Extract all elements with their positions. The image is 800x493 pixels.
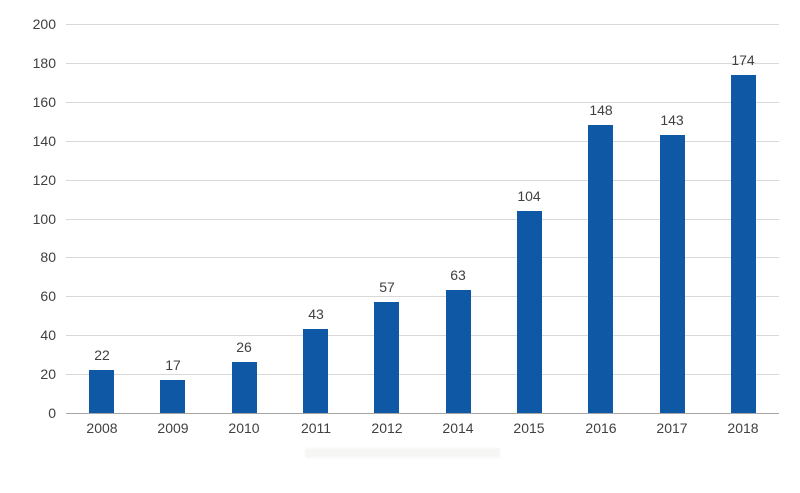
y-axis-tick-label: 20 [40,366,56,382]
x-axis-tick-label: 2011 [300,420,332,436]
y-axis-tick-label: 180 [32,55,56,71]
bar-value-label: 148 [589,102,613,118]
bar-2011 [303,329,328,413]
y-axis-tick-label: 160 [32,94,56,110]
gridline [66,24,779,25]
y-axis-tick-label: 0 [48,405,56,421]
x-axis-tick-label: 2017 [656,420,688,436]
x-axis-tick-label: 2010 [228,420,260,436]
x-axis-tick-label: 2008 [86,420,118,436]
bar-2015 [517,211,542,413]
bar-2009 [160,380,185,413]
x-axis-tick-label: 2015 [513,420,545,436]
y-axis-tick-label: 60 [40,288,56,304]
x-axis-tick-label: 2018 [727,420,759,436]
y-axis-tick-label: 80 [40,249,56,265]
y-axis-tick-label: 200 [32,16,56,32]
bar-2012 [374,302,399,413]
bar-value-label: 22 [94,347,110,363]
faint-watermark [305,448,500,458]
x-axis-tick-label: 2009 [157,420,189,436]
y-axis-tick-label: 120 [32,172,56,188]
bar-2018 [731,75,756,413]
bar-value-label: 63 [450,267,466,283]
bar-2010 [232,362,257,413]
y-axis-tick-label: 140 [32,133,56,149]
y-axis-tick-label: 40 [40,327,56,343]
bar-2016 [588,125,613,413]
bar-value-label: 26 [236,339,252,355]
x-axis-tick-label: 2012 [371,420,403,436]
x-axis-tick-label: 2014 [442,420,474,436]
bar-2008 [89,370,114,413]
bar-value-label: 57 [379,279,395,295]
bar-2014 [446,290,471,413]
y-axis-tick-label: 100 [32,211,56,227]
x-axis-tick-label: 2016 [585,420,617,436]
x-axis-line [66,413,779,414]
bar-value-label: 43 [308,306,324,322]
bar-2017 [660,135,685,413]
bar-value-label: 143 [660,112,684,128]
bar-value-label: 174 [731,52,755,68]
bar-value-label: 104 [517,188,541,204]
gridline [66,102,779,103]
bar-value-label: 17 [165,357,181,373]
gridline [66,63,779,64]
